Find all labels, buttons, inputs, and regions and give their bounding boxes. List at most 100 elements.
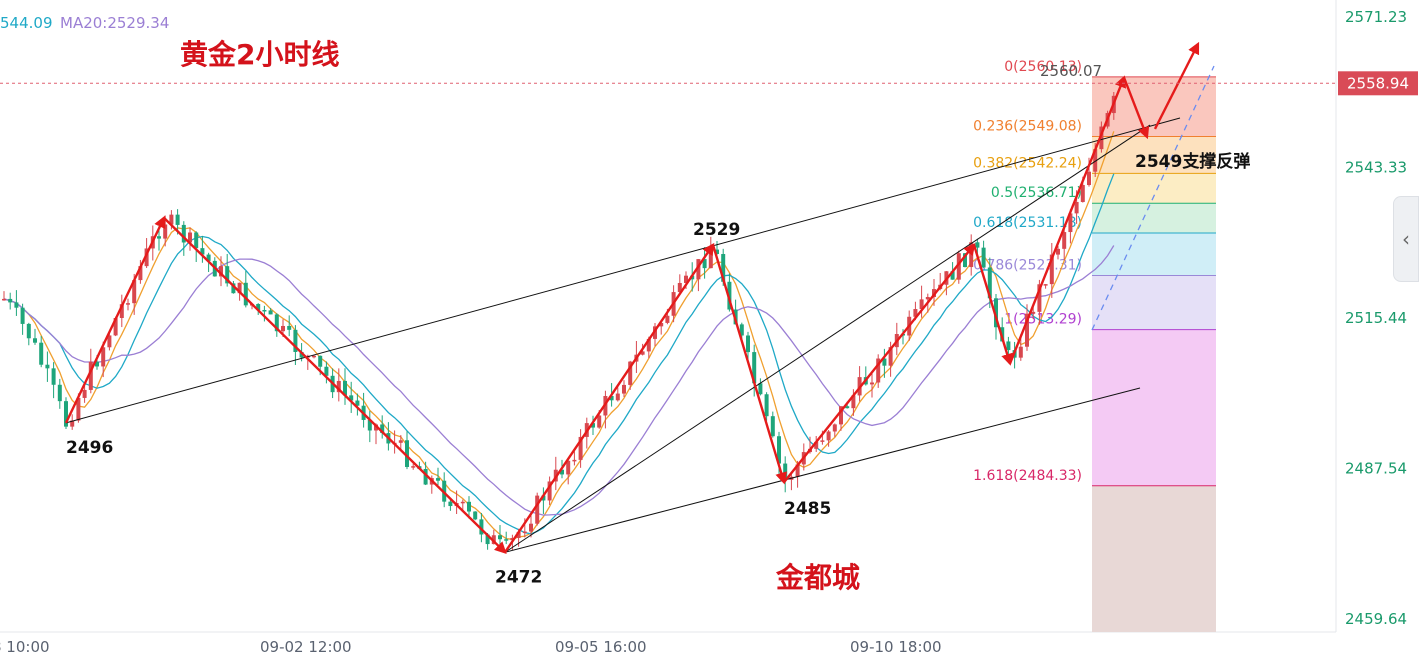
candle-body xyxy=(963,253,967,268)
candle-body xyxy=(1043,284,1048,286)
candle-body xyxy=(423,468,428,485)
candle-body xyxy=(132,280,137,304)
candle-body xyxy=(925,296,930,300)
candle-body xyxy=(343,380,347,396)
fib-zone xyxy=(1092,275,1216,330)
candle-body xyxy=(1062,232,1067,249)
upper-channel-line xyxy=(65,117,1181,424)
candle-body xyxy=(522,531,527,534)
candle-body xyxy=(64,401,68,427)
candle-body xyxy=(832,424,837,432)
candle-body xyxy=(188,232,192,243)
candle-body xyxy=(1006,341,1011,351)
fib-zone xyxy=(1092,233,1216,276)
candle-body xyxy=(485,534,490,545)
candle-body xyxy=(504,539,509,541)
candle-body xyxy=(622,384,626,394)
fib-level-label: 0.382(2542.24) xyxy=(973,155,1082,171)
candle-body xyxy=(746,335,750,353)
candle-body xyxy=(324,366,329,376)
candle-body xyxy=(845,406,850,409)
x-tick-label: 8 10:00 xyxy=(0,638,50,656)
candle-body xyxy=(380,424,385,434)
candle-body xyxy=(764,394,769,417)
candle-body xyxy=(101,347,106,367)
x-axis: 8 10:00 09-02 12:00 09-05 16:00 09-10 18:00 xyxy=(0,638,942,656)
candle-body xyxy=(113,317,118,336)
candle-body xyxy=(107,335,112,348)
candle-body xyxy=(547,481,552,501)
candle-body xyxy=(479,519,484,535)
zigzag-segment xyxy=(1122,77,1150,140)
zigzag-segment xyxy=(64,215,166,424)
candle-body xyxy=(1031,311,1036,314)
candle-body xyxy=(696,259,701,280)
candle-body xyxy=(739,324,744,336)
projection-arrow xyxy=(1153,41,1200,130)
candle-body xyxy=(566,460,571,475)
candle-body xyxy=(374,424,378,431)
swing-zigzag xyxy=(64,41,1200,555)
candle-body xyxy=(659,322,664,327)
candle-body xyxy=(256,304,261,310)
candle-body xyxy=(169,214,174,225)
y-tick-label: 2515.44 xyxy=(1345,309,1407,327)
candle-body xyxy=(870,382,874,385)
candle-body xyxy=(405,440,409,467)
candle-body xyxy=(274,314,279,332)
candle-body xyxy=(591,423,595,428)
swing-point-label: 2529 xyxy=(693,220,740,240)
fib-level-label: 1.618(2484.33) xyxy=(973,468,1082,484)
candle-body xyxy=(88,361,93,390)
candle-body xyxy=(640,351,645,355)
candle-body xyxy=(628,361,633,385)
candle-body xyxy=(994,298,998,328)
candle-body xyxy=(1099,126,1104,150)
candle-body xyxy=(336,380,341,393)
candle-body xyxy=(367,419,372,431)
candle-body xyxy=(721,254,726,282)
candle-body xyxy=(355,400,360,406)
candle-body xyxy=(349,395,354,401)
y-tick-label: 2487.54 xyxy=(1345,459,1407,477)
swing-point-label: 2472 xyxy=(495,567,542,587)
candle-body xyxy=(839,406,843,425)
fib-level-label: 0.5(2536.71) xyxy=(991,185,1082,201)
fib-zone xyxy=(1092,76,1216,137)
candle-body xyxy=(956,253,961,280)
candle-body xyxy=(473,511,478,520)
candle-body xyxy=(919,299,924,310)
fib-zone xyxy=(1092,329,1216,486)
candle-body xyxy=(1074,201,1079,214)
fib-level-label: 0(2560.13) xyxy=(1004,59,1082,75)
zigzag-segment xyxy=(1008,75,1127,364)
fib-level-label: 0.236(2549.08) xyxy=(973,118,1082,134)
candle-body xyxy=(467,501,471,512)
y-tick-label: 2543.33 xyxy=(1345,159,1407,177)
candle-body xyxy=(1080,185,1085,202)
side-panel-toggle[interactable]: ‹ xyxy=(1393,196,1419,282)
candle-body xyxy=(126,303,130,305)
candle-body xyxy=(820,440,825,442)
watermark-text: 金都城 xyxy=(775,561,860,594)
candle-body xyxy=(498,535,502,540)
candle-body xyxy=(33,338,37,343)
zigzag-segment xyxy=(711,244,787,485)
candle-body xyxy=(95,361,99,367)
fib-level-label: 0.618(2531.18) xyxy=(973,215,1082,231)
candle-body xyxy=(1025,313,1029,347)
candle-body xyxy=(287,325,292,330)
fib-level-label: 0.786(2523.31) xyxy=(973,258,1082,274)
candle-body xyxy=(516,532,521,538)
candle-body xyxy=(14,302,19,308)
candle-body xyxy=(194,232,199,249)
x-tick-label: 09-05 16:00 xyxy=(555,638,647,656)
candle-body xyxy=(1049,254,1054,285)
candle-body xyxy=(268,310,273,315)
candle-body xyxy=(200,248,205,255)
mid-trend-line xyxy=(504,124,1151,553)
current-price-label: 2558.94 xyxy=(1347,74,1409,92)
fib-zone xyxy=(1092,203,1216,234)
